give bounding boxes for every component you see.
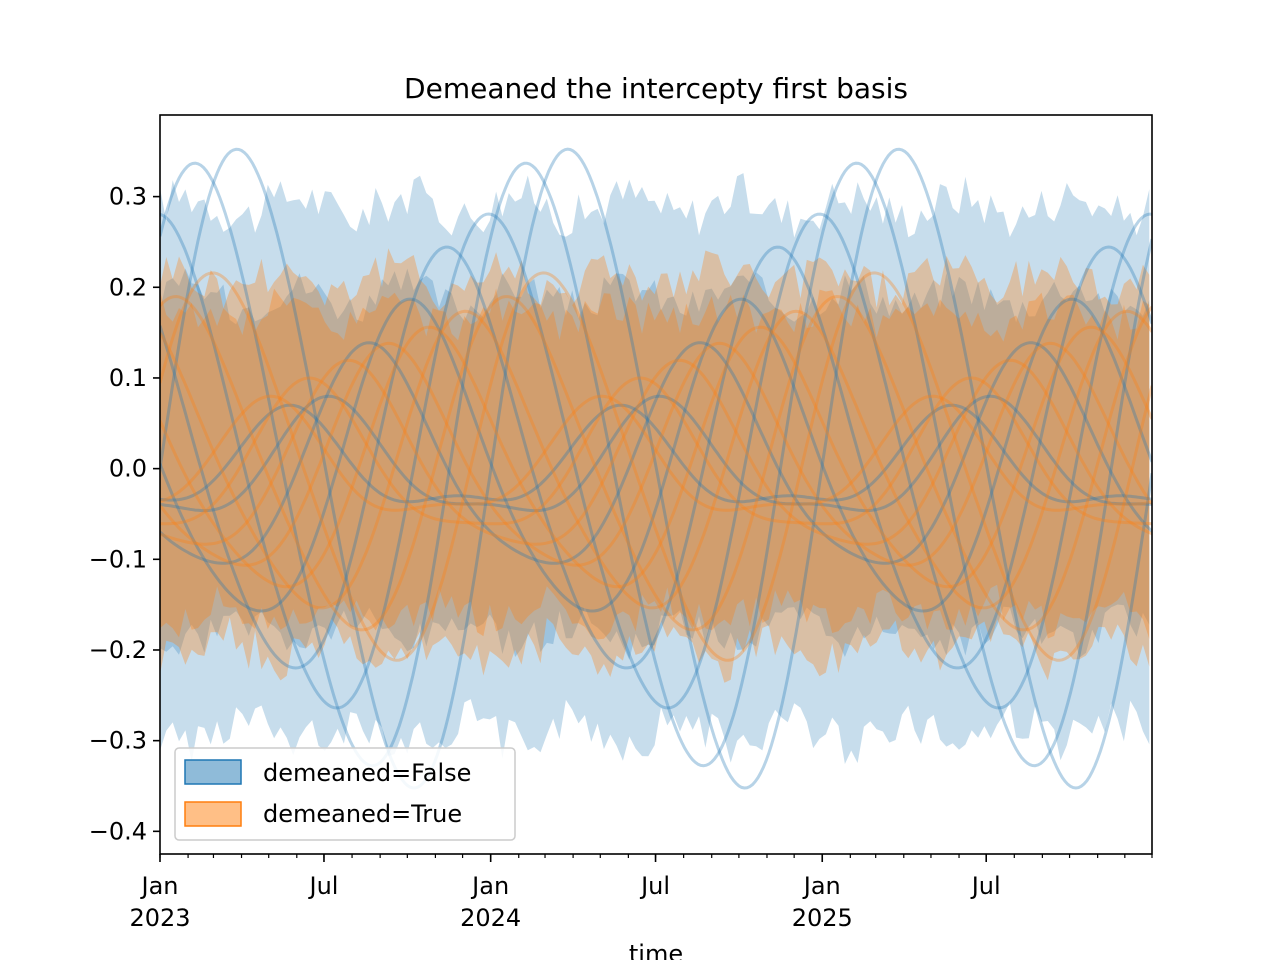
- curve-true-3: [160, 325, 1152, 589]
- x-tick-label: Jul: [970, 872, 1001, 900]
- legend-swatch-false: [184, 759, 242, 785]
- y-tick-label: −0.1: [89, 545, 147, 573]
- curve-true-5: [160, 358, 1152, 546]
- curve-false-0: [160, 147, 1152, 790]
- x-tick-year: 2023: [129, 904, 190, 932]
- curve-false-7: [160, 403, 1152, 504]
- x-tick-label: Jan: [140, 872, 179, 900]
- legend: demeaned=False demeaned=True: [174, 747, 516, 841]
- x-tick-label: Jan: [802, 872, 841, 900]
- y-tick-label: −0.2: [89, 636, 147, 664]
- y-tick-label: −0.3: [89, 727, 147, 755]
- y-tick-label: 0.3: [109, 183, 147, 211]
- x-tick-year: 2024: [460, 904, 521, 932]
- curve-true-6: [160, 376, 1152, 526]
- plot-area: [160, 147, 1152, 790]
- x-tick-label: Jan: [470, 872, 509, 900]
- y-tick-label: 0.0: [109, 455, 147, 483]
- curve-false-1: [160, 161, 1152, 768]
- curve-true-0: [160, 271, 1152, 662]
- curve-true-1: [160, 294, 1152, 632]
- legend-label-false: demeaned=False: [263, 759, 471, 787]
- x-axis-label: time: [629, 940, 683, 960]
- x-tick-label: Jul: [639, 872, 670, 900]
- curve-true-2: [160, 309, 1152, 610]
- x-tick-label: Jul: [307, 872, 338, 900]
- curve-false-3: [160, 245, 1152, 670]
- curve-false-2: [160, 212, 1152, 710]
- band-true-inner: [160, 288, 1150, 640]
- band-false-outer: [160, 173, 1150, 765]
- band-true-outer: [160, 248, 1150, 683]
- y-tick-label: −0.4: [89, 817, 147, 845]
- y-tick-label: 0.2: [109, 273, 147, 301]
- chart-title: Demeaned the intercepty first basis: [404, 72, 908, 105]
- curve-false-5: [160, 341, 1152, 565]
- legend-label-true: demeaned=True: [263, 800, 462, 828]
- y-tick-label: 0.1: [109, 364, 147, 392]
- legend-frame: [174, 747, 516, 841]
- curve-true-7: [160, 394, 1152, 512]
- curve-true-4: [160, 341, 1152, 567]
- curve-false-6: [160, 394, 1152, 513]
- curve-false-4: [160, 297, 1152, 613]
- x-axis: Jan 2023 Jul Jan 2024 Jul Jan 2025 Jul: [129, 854, 1153, 932]
- band-false-inner: [160, 268, 1150, 660]
- legend-swatch-true: [184, 801, 242, 827]
- x-tick-year: 2025: [792, 904, 853, 932]
- y-axis: 0.3 0.2 0.1 0.0 −0.1 −0.2 −0.3 −0.4: [89, 183, 160, 845]
